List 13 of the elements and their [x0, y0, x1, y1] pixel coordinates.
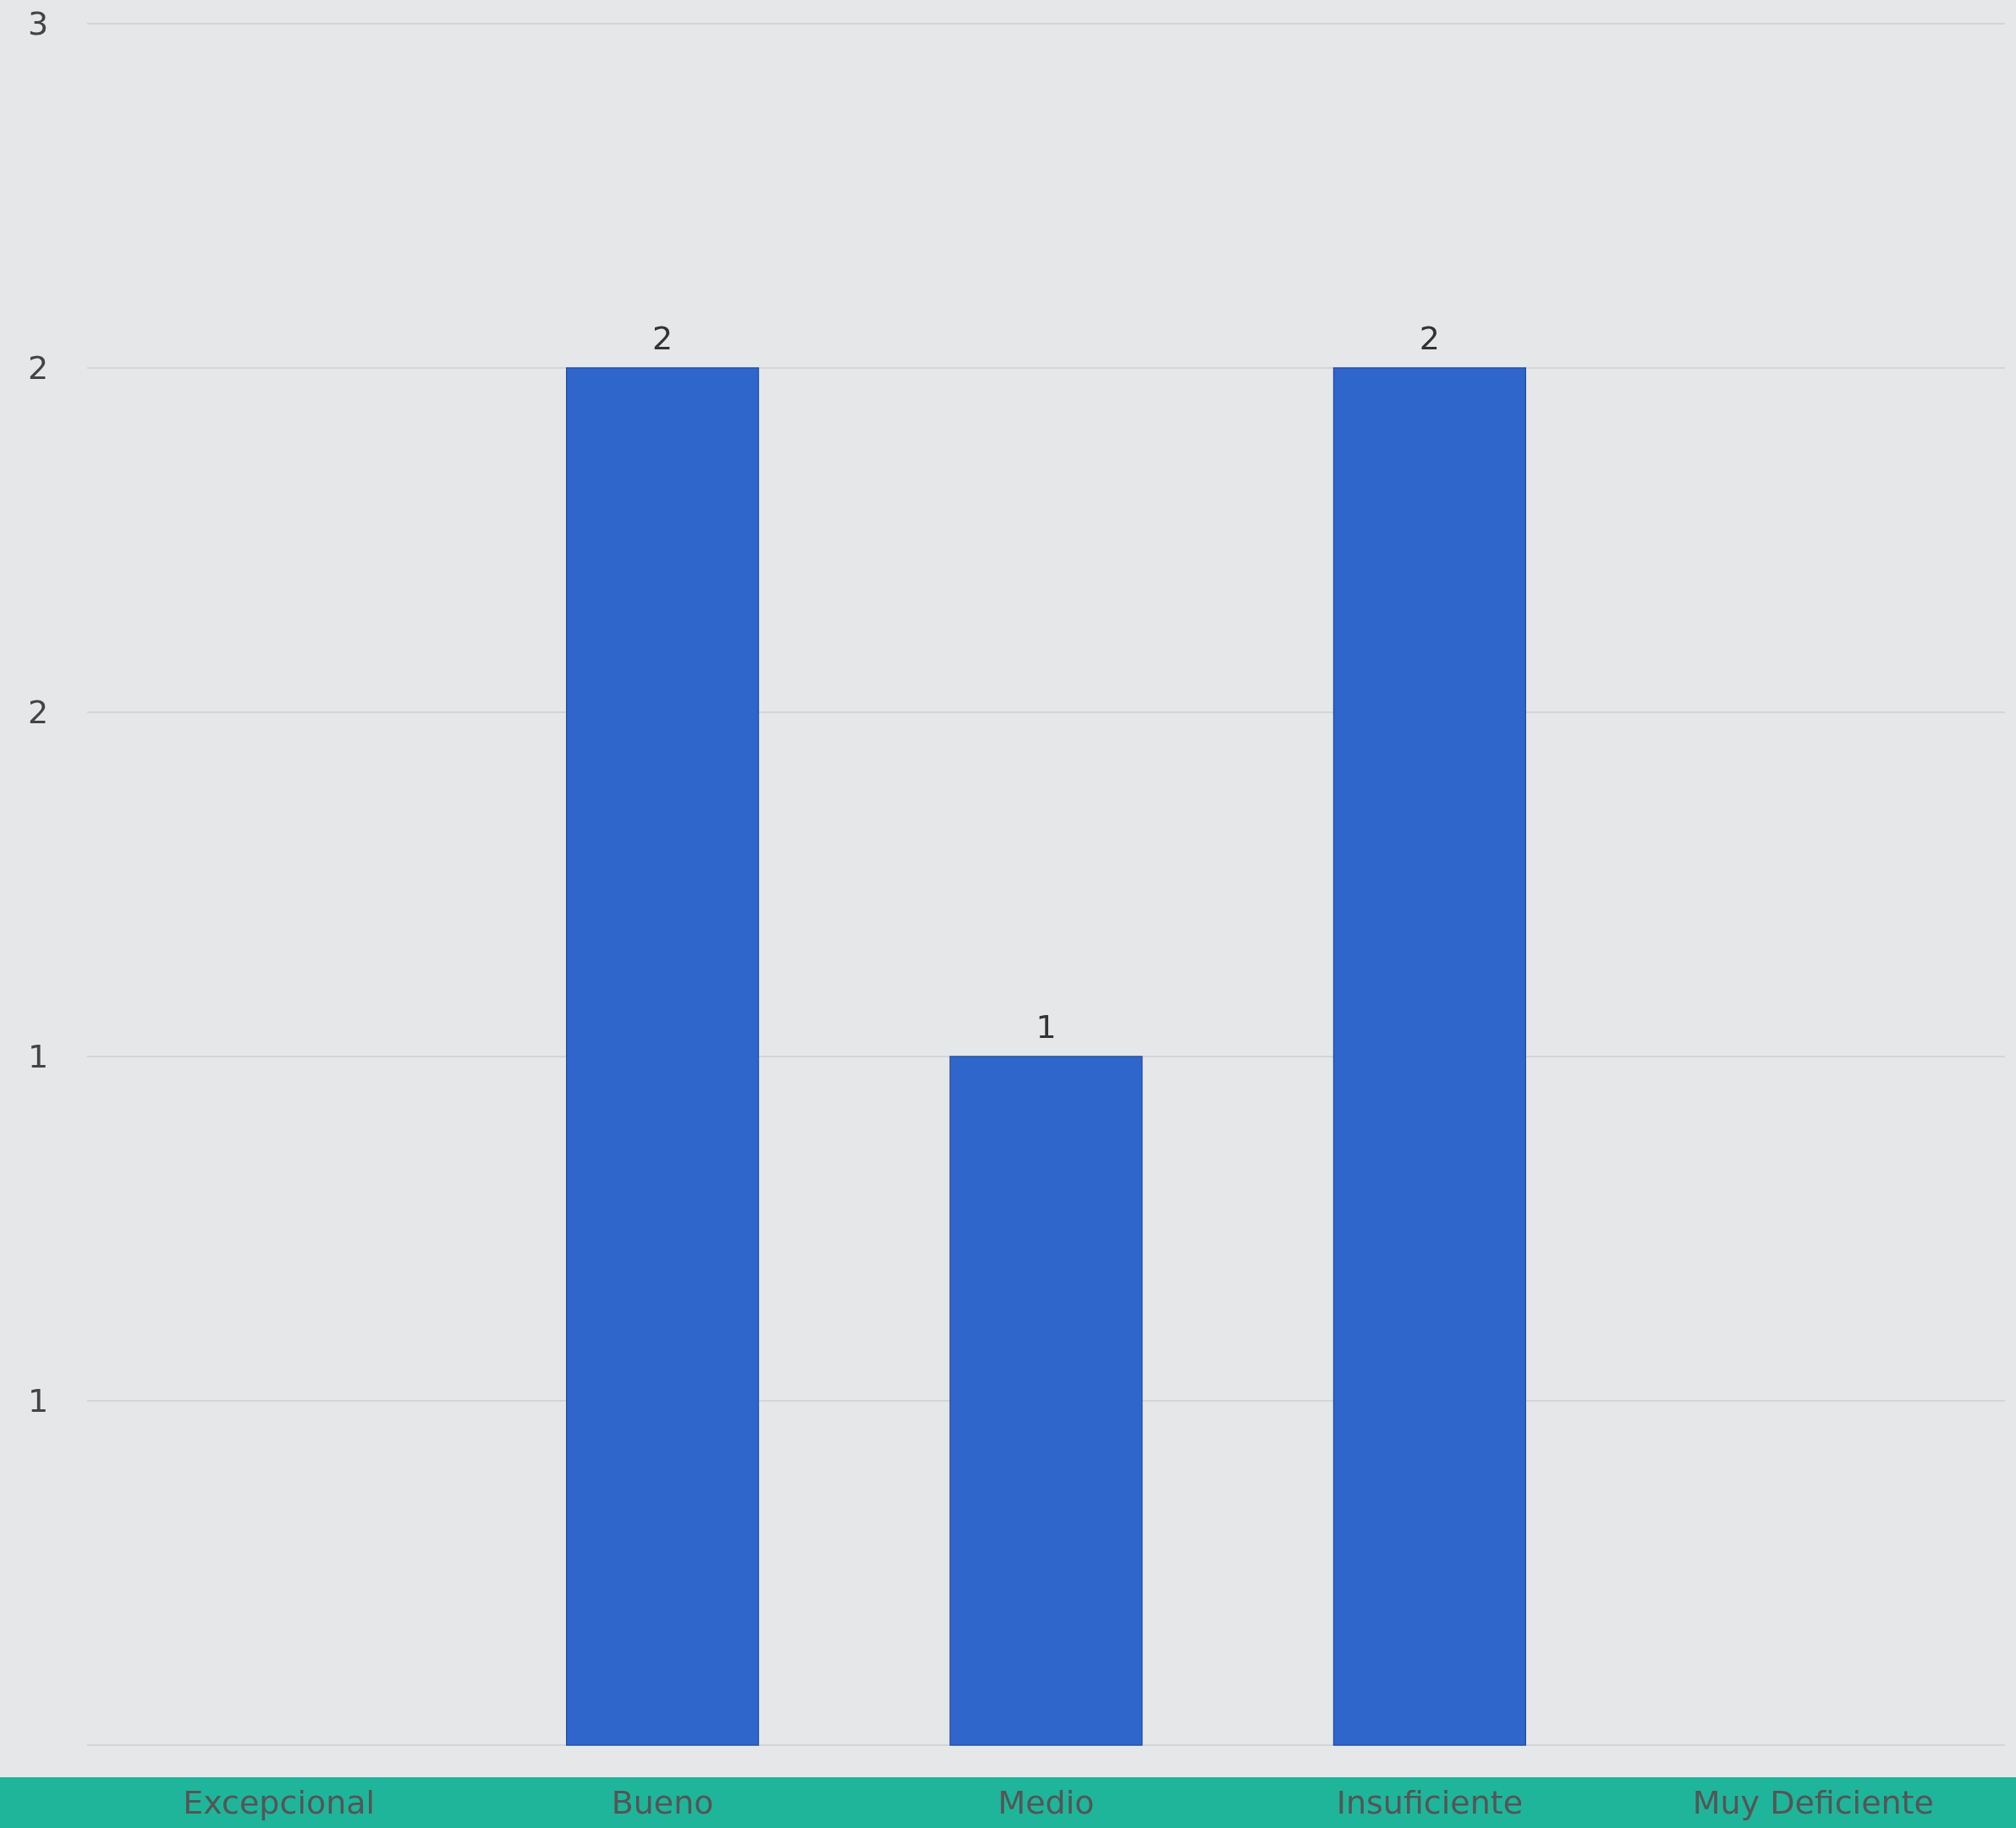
x-tick-label: Medio	[997, 1784, 1095, 1822]
y-tick-label: 3	[27, 5, 49, 43]
x-tick-label: Bueno	[611, 1784, 714, 1822]
data-label: 2	[652, 320, 673, 357]
y-tick-label: 2	[27, 694, 49, 732]
x-tick-label: Insuficiente	[1336, 1784, 1524, 1822]
data-label: 2	[1419, 320, 1440, 357]
y-tick-label: 1	[27, 1038, 49, 1076]
x-tick-label: Muy Deficiente	[1692, 1784, 1934, 1822]
y-tick-label: 1	[27, 1382, 49, 1420]
x-tick-label: Excepcional	[183, 1784, 376, 1822]
data-label: 1	[1035, 1008, 1057, 1046]
y-tick-label: 2	[27, 349, 49, 387]
